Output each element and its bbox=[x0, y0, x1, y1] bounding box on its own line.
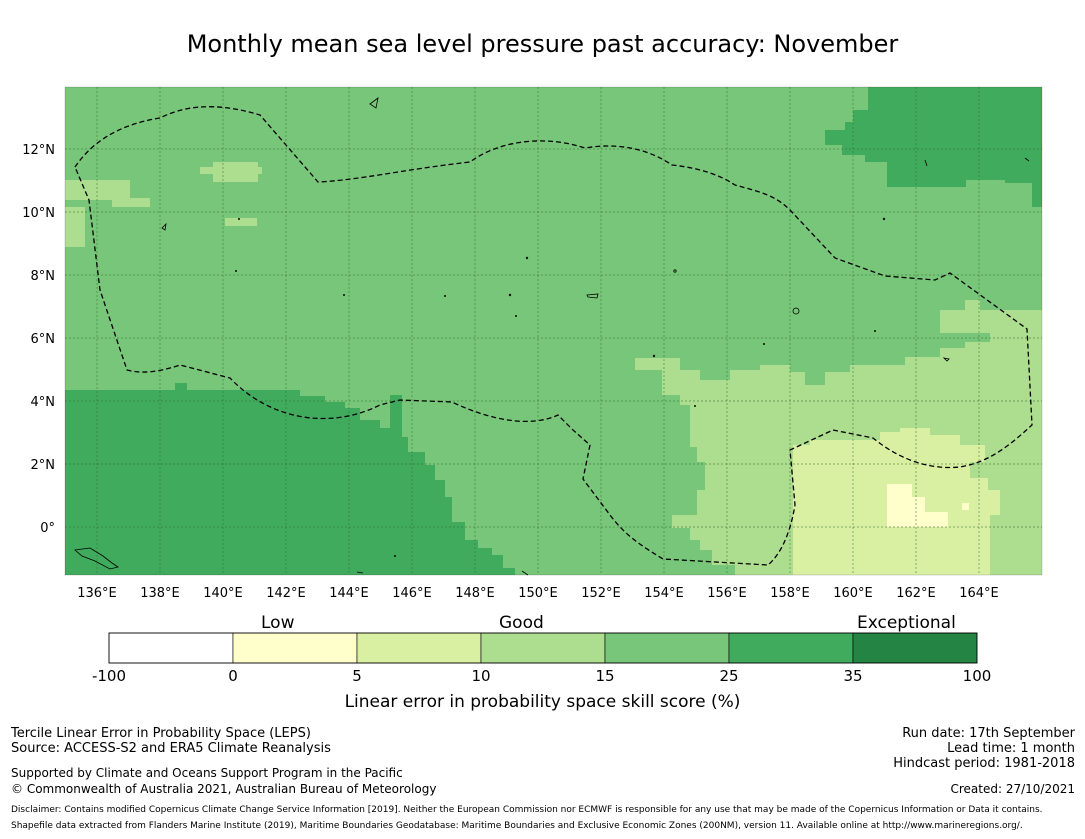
disclaimer: Disclaimer: Contains modified Copernicus… bbox=[11, 805, 1043, 815]
lat-tick: 6°N bbox=[31, 332, 56, 347]
lon-tick: 138°E bbox=[140, 586, 180, 601]
footer-source: Source: ACCESS-S2 and ERA5 Climate Reana… bbox=[11, 741, 331, 756]
colorbar-tick: 5 bbox=[352, 667, 362, 685]
colorbar-segment bbox=[356, 632, 482, 664]
colorbar-category-good: Good bbox=[499, 613, 544, 633]
region-se-low-dot bbox=[962, 503, 969, 510]
lon-tick: 154°E bbox=[644, 586, 684, 601]
region-nw-moderate-1 bbox=[65, 180, 130, 200]
colorbar-category-low: Low bbox=[261, 613, 295, 633]
colorbar-segment bbox=[604, 632, 730, 664]
lon-tick: 152°E bbox=[581, 586, 621, 601]
colorbar-category-exceptional: Exceptional bbox=[857, 613, 956, 633]
region-nw-moderate-2 bbox=[112, 198, 150, 207]
footer-method: Tercile Linear Error in Probability Spac… bbox=[11, 726, 311, 741]
lat-tick: 10°N bbox=[22, 206, 55, 221]
lon-tick: 140°E bbox=[203, 586, 243, 601]
map-frame bbox=[64, 86, 1043, 576]
colorbar-tick: 35 bbox=[843, 667, 863, 685]
colorbar-frame bbox=[108, 632, 978, 664]
lat-tick: 8°N bbox=[31, 269, 56, 284]
colorbar-tick: 15 bbox=[595, 667, 615, 685]
lat-tick: 12°N bbox=[22, 143, 55, 158]
region-ne-very-good bbox=[825, 87, 1042, 207]
lon-tick: 160°E bbox=[833, 586, 873, 601]
gridlines bbox=[65, 87, 1042, 575]
lat-axis: 12°N 10°N 8°N 6°N 4°N 2°N 0° bbox=[22, 143, 55, 536]
lat-tick: 4°N bbox=[31, 395, 56, 410]
colorbar-tick: -100 bbox=[91, 667, 127, 685]
lon-tick: 146°E bbox=[392, 586, 432, 601]
lon-tick: 142°E bbox=[266, 586, 306, 601]
colorbar bbox=[108, 632, 978, 664]
lon-axis: 136°E 138°E 140°E 142°E 144°E 146°E 148°… bbox=[77, 586, 999, 601]
colorbar-segment bbox=[232, 632, 358, 664]
colorbar-tick: 0 bbox=[228, 667, 238, 685]
colorbar-segment bbox=[852, 632, 978, 664]
region-nw-moderate-3 bbox=[65, 207, 85, 247]
lat-tick: 2°N bbox=[31, 458, 56, 473]
colorbar-tick: 100 bbox=[962, 667, 992, 685]
lon-tick: 164°E bbox=[959, 586, 999, 601]
chart-title: Monthly mean sea level pressure past acc… bbox=[186, 30, 899, 58]
hindcast-period: Hindcast period: 1981-2018 bbox=[893, 756, 1075, 771]
lon-tick: 148°E bbox=[455, 586, 495, 601]
region-se-low bbox=[887, 484, 948, 527]
run-date: Run date: 17th September bbox=[902, 726, 1075, 741]
region-n-moderate-3 bbox=[225, 218, 257, 226]
colorbar-tick: 10 bbox=[471, 667, 491, 685]
lon-tick: 158°E bbox=[770, 586, 810, 601]
colorbar-label: Linear error in probability space skill … bbox=[344, 692, 741, 712]
shapefile-credit: Shapefile data extracted from Flanders M… bbox=[11, 821, 1023, 831]
lon-tick: 136°E bbox=[77, 586, 117, 601]
colorbar-segment bbox=[108, 632, 234, 664]
lead-time: Lead time: 1 month bbox=[947, 741, 1075, 756]
lon-tick: 144°E bbox=[329, 586, 369, 601]
region-n-moderate-2 bbox=[213, 162, 258, 182]
lon-tick: 156°E bbox=[707, 586, 747, 601]
lon-tick: 150°E bbox=[518, 586, 558, 601]
created-date: Created: 27/10/2021 bbox=[950, 782, 1075, 796]
colorbar-segment bbox=[480, 632, 606, 664]
colorbar-tick: 25 bbox=[719, 667, 739, 685]
islands bbox=[74, 97, 1030, 576]
lon-tick: 162°E bbox=[896, 586, 936, 601]
eez-boundary bbox=[74, 106, 1033, 566]
footer-copyright: © Commonwealth of Australia 2021, Austra… bbox=[11, 782, 437, 796]
skill-map: 136°E 138°E 140°E 142°E 144°E 146°E 148°… bbox=[22, 86, 1043, 601]
colorbar-segment bbox=[728, 632, 854, 664]
lat-tick: 0° bbox=[40, 521, 55, 536]
footer-support: Supported by Climate and Oceans Support … bbox=[11, 766, 403, 780]
